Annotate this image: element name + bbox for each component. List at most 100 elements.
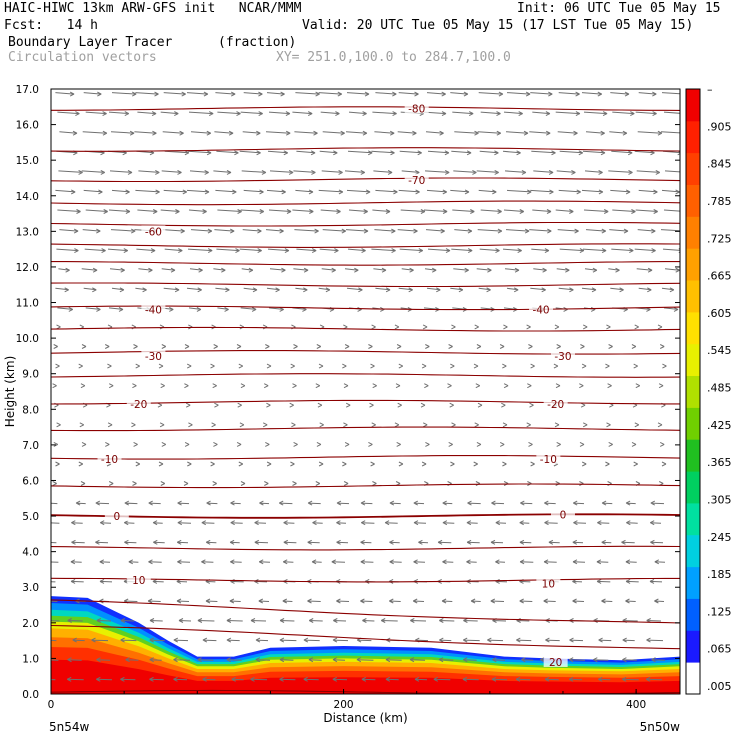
vector-arrow [173, 657, 191, 663]
vector-arrow [70, 578, 84, 584]
vector-arrow [543, 559, 557, 565]
vector-arrow [424, 267, 437, 273]
vector-arrow [189, 267, 203, 273]
vector-arrow [474, 422, 479, 428]
contour-line [51, 513, 680, 519]
contour-label: -20 [547, 399, 564, 411]
vector-arrow [293, 344, 298, 349]
vector-arrow [55, 461, 60, 467]
vector-arrow [229, 598, 241, 604]
vector-arrow [153, 539, 165, 545]
vector-arrow [650, 539, 664, 545]
vector-arrow [581, 363, 587, 369]
y-tick-label: 17.0 [16, 84, 39, 96]
contour-label-bg [529, 303, 554, 315]
vector-arrow [295, 287, 308, 293]
vector-arrow [638, 287, 652, 293]
vector-arrow [318, 189, 344, 195]
vector-arrow [582, 422, 588, 428]
vector-arrow [240, 111, 263, 117]
vector-arrow [107, 363, 112, 369]
vector-arrow [380, 618, 398, 623]
vector-arrow [322, 228, 347, 234]
vector-arrow [216, 150, 239, 156]
vector-arrow [264, 481, 269, 486]
vector-arrow [422, 422, 428, 428]
vector-arrow [556, 344, 561, 349]
vector-arrow [580, 402, 586, 408]
y-tick-label: 5.0 [22, 511, 39, 523]
vector-arrow [163, 189, 188, 195]
vector-arrow [268, 209, 292, 214]
vector-arrow [226, 657, 242, 663]
vector-arrow [505, 130, 529, 136]
vector-arrow [477, 402, 483, 408]
vector-arrow [348, 111, 367, 117]
y-tick-label: 12.0 [16, 262, 39, 274]
vector-arrow [108, 383, 114, 389]
vector-arrow [582, 324, 588, 330]
vector-arrow [519, 559, 534, 565]
vector-arrow [401, 267, 414, 273]
vector-arrow [230, 559, 242, 565]
vector-arrow [451, 248, 473, 254]
contour-label: -20 [130, 399, 147, 411]
colorbar-swatch [686, 630, 700, 663]
vector-arrow [315, 481, 321, 486]
vector-arrow [242, 130, 261, 136]
vector-arrow [418, 539, 429, 545]
vector-arrow [279, 637, 297, 643]
vector-arrow [263, 383, 269, 389]
vector-arrow [269, 169, 294, 175]
vector-arrow [296, 248, 317, 254]
vector-arrow [394, 324, 400, 330]
plot-frame [50, 88, 681, 695]
contour-label: 10 [542, 579, 555, 591]
vector-arrow [375, 91, 397, 97]
vector-arrow [478, 189, 497, 195]
vector-arrow [240, 383, 246, 389]
vector-arrow [372, 209, 391, 214]
vector-arrow [315, 383, 321, 389]
vector-arrow [657, 324, 663, 330]
vector-arrow [634, 324, 639, 330]
vector-arrow [625, 559, 637, 565]
vector-arrow [442, 559, 454, 565]
vector-arrow [533, 267, 547, 273]
vector-arrow [312, 520, 323, 526]
vector-arrow [108, 306, 124, 312]
contour-label-bg [141, 225, 166, 237]
colorbar-swatch [686, 598, 700, 631]
y-tick-label: 11.0 [16, 298, 39, 310]
vector-arrow [55, 189, 76, 195]
y-tick-label: 1.0 [22, 653, 39, 665]
x-tick-label: 200 [334, 699, 354, 711]
vector-arrow [214, 228, 235, 234]
vector-arrow [529, 402, 534, 408]
vector-arrow [555, 111, 581, 117]
colorbar-swatch [686, 439, 700, 472]
vector-arrow [606, 324, 611, 330]
vector-arrow [83, 287, 97, 293]
vector-arrow [611, 150, 633, 156]
vector-arrow [303, 676, 319, 682]
vector-arrow [371, 248, 396, 254]
vector-arrow [371, 324, 376, 330]
vector-arrow [83, 91, 102, 97]
vector-arrow [491, 676, 508, 682]
vector-arrow [466, 559, 477, 565]
vector-arrow [453, 267, 469, 273]
vector-arrow [660, 229, 680, 232]
vector-arrow [161, 169, 182, 175]
vector-arrow [124, 500, 138, 506]
colorbar-tick-label: .065 [707, 643, 732, 656]
vector-arrow [389, 598, 401, 604]
vector-arrow [531, 248, 550, 254]
vector-arrow [659, 441, 665, 447]
vector-arrow [345, 402, 351, 408]
vector-arrow [138, 267, 153, 273]
vector-arrow [368, 344, 373, 349]
vector-arrow [557, 228, 579, 234]
vector-arrow [394, 422, 400, 428]
vector-arrow [398, 189, 420, 195]
